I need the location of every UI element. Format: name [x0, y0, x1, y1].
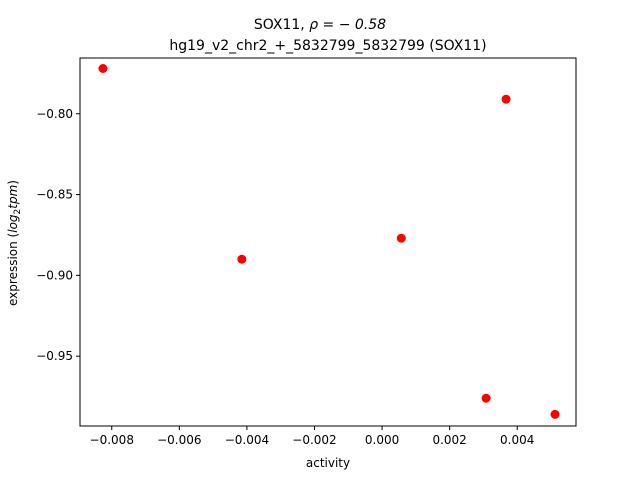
title-rho: ρ = − 0.58 [309, 17, 386, 33]
y-tick-label: −0.90 [36, 268, 73, 282]
data-point [98, 64, 108, 74]
x-tick-label: −0.006 [157, 433, 201, 447]
data-point [481, 393, 491, 403]
data-points [98, 64, 560, 419]
x-tick-label: 0.000 [365, 433, 399, 447]
data-point [501, 94, 511, 104]
x-tick-label: 0.004 [500, 433, 534, 447]
x-axis-label: activity [306, 456, 350, 470]
y-tick-label: −0.85 [36, 188, 73, 202]
y-axis-label: expression (log2tpm) [6, 180, 23, 306]
y-tick-label: −0.80 [36, 107, 73, 121]
plot-frame [79, 57, 577, 427]
y-axis: −0.80 −0.85 −0.90 −0.95 [36, 107, 80, 363]
x-tick-label: −0.002 [292, 433, 336, 447]
y-tick-label: −0.95 [36, 349, 73, 363]
data-point [237, 254, 247, 264]
title-gene: SOX11, [254, 17, 309, 33]
data-point [550, 409, 560, 419]
chart-title-line2: hg19_v2_chr2_+_5832799_5832799 (SOX11) [169, 38, 486, 54]
x-tick-label: −0.008 [90, 433, 134, 447]
x-tick-label: −0.004 [225, 433, 269, 447]
x-axis: −0.008 −0.006 −0.004 −0.002 0.000 0.002 0.004 [90, 426, 534, 447]
chart-title-line1: SOX11, ρ = − 0.58 [254, 17, 386, 33]
plot-area [79, 57, 577, 427]
data-point [396, 233, 406, 243]
x-tick-label: 0.002 [432, 433, 466, 447]
